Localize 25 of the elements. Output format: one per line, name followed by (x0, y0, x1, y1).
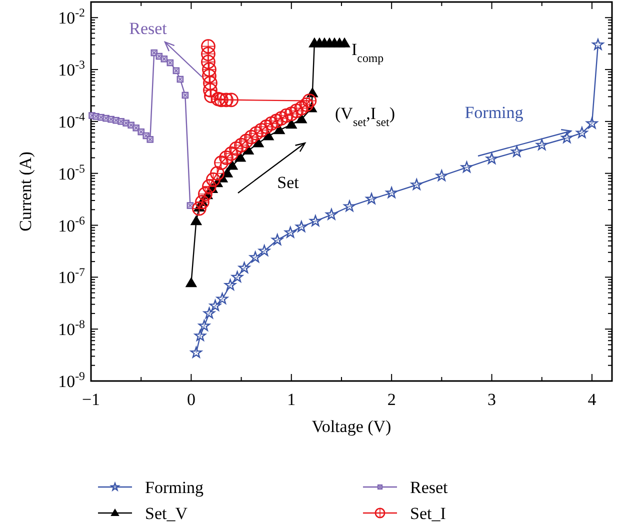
annotation: Set (277, 173, 300, 192)
x-tick-label: −1 (82, 390, 100, 409)
legend-label: Set_I (410, 504, 446, 523)
y-tick-label: 10$^{-2}$ (58, 6, 86, 28)
x-axis-title: Voltage (V) (312, 417, 392, 436)
y-tick-label: 10$^{-6}$ (58, 213, 86, 236)
y-tick-label: 10$^{-3}$ (58, 58, 86, 80)
legend-label: Set_V (145, 504, 188, 523)
y-tick-label: 10$^{-5}$ (58, 161, 86, 184)
annotation: (V$_{set}$,I$_{set}$) (335, 104, 395, 129)
annotation: Reset (129, 19, 168, 38)
annotation: Forming (464, 103, 524, 122)
y-tick-label: 10$^{-4}$ (58, 109, 86, 132)
y-tick-label: 10$^{-8}$ (58, 317, 86, 340)
y-tick-label: 10$^{-9}$ (58, 369, 86, 391)
x-tick-label: 2 (387, 390, 396, 409)
x-tick-label: 3 (488, 390, 496, 409)
legend-label: Forming (145, 478, 204, 497)
x-tick-label: 0 (186, 390, 196, 409)
x-tick-label: 4 (588, 390, 597, 409)
y-axis-title: Current (A) (16, 152, 35, 232)
legend-label: Reset (410, 478, 448, 497)
annotation: I$_{comp}$ (352, 40, 384, 65)
x-tick-label: 1 (287, 390, 296, 409)
y-tick-label: 10$^{-7}$ (58, 265, 86, 288)
